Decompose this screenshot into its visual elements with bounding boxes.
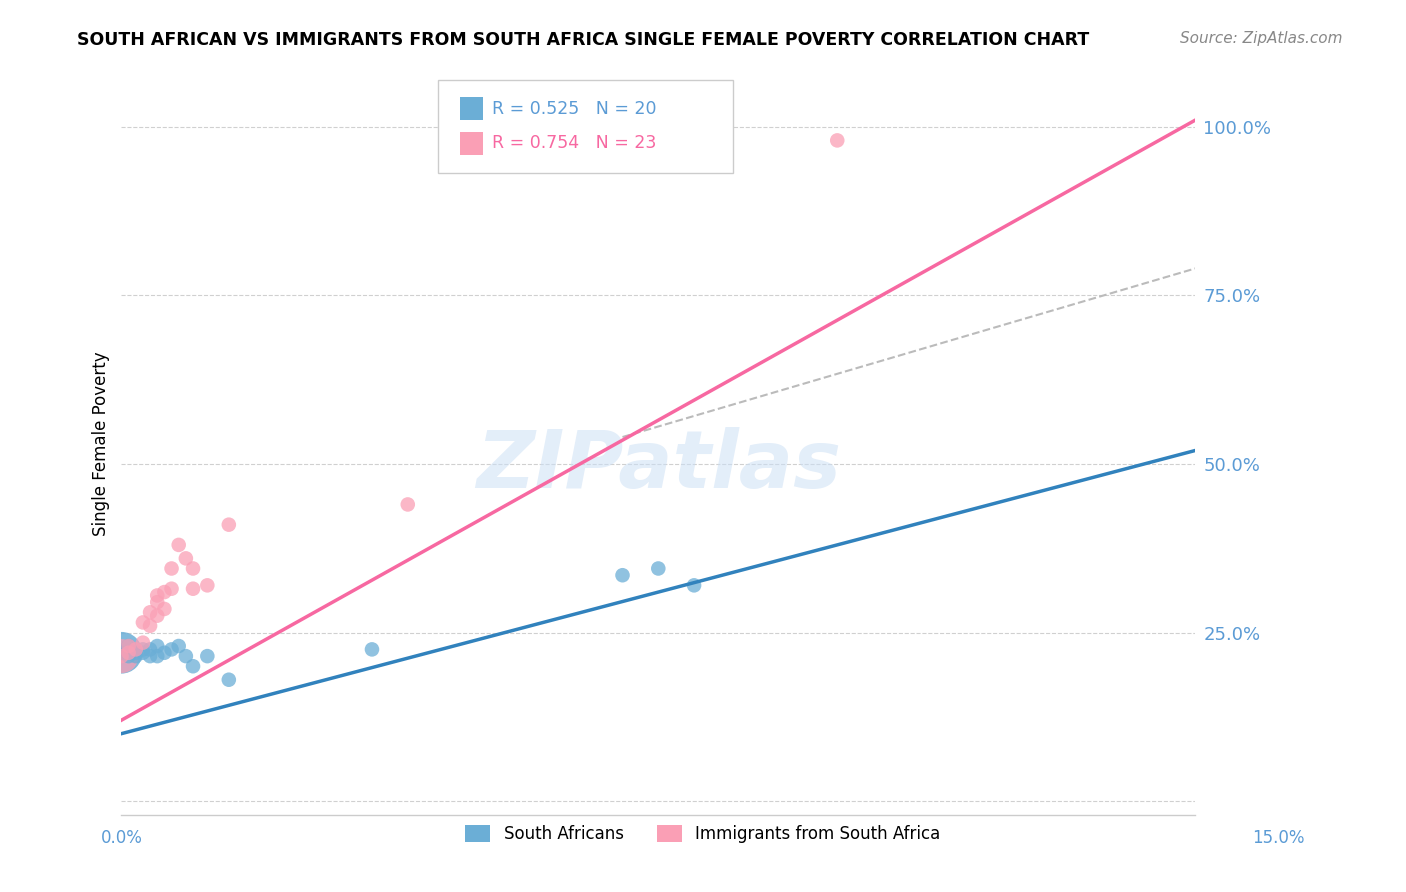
Point [125,646,148,660]
Point [153,646,176,660]
Point [160,561,183,575]
Point [110,646,132,660]
Point [146,595,169,609]
Point [139,619,162,633]
Point [683,578,706,592]
Point [174,551,197,566]
Point [153,602,176,616]
Text: 15.0%: 15.0% [1253,829,1305,847]
Point [181,582,204,596]
Point [825,133,848,147]
Point [110,649,132,664]
Point [167,639,190,653]
Point [181,561,204,575]
Point [139,642,162,657]
Point [160,582,183,596]
Point [117,646,139,660]
Point [153,585,176,599]
Point [125,642,148,657]
Point [139,605,162,619]
Point [110,646,132,660]
Point [146,589,169,603]
Point [117,649,139,664]
Point [195,649,218,664]
Point [647,561,669,575]
Point [117,639,139,653]
Legend: South Africans, Immigrants from South Africa: South Africans, Immigrants from South Af… [458,818,948,850]
Point [132,615,155,630]
Point [146,649,169,664]
Point [218,517,240,532]
FancyBboxPatch shape [439,80,734,173]
Text: 0.0%: 0.0% [101,829,143,847]
Text: SOUTH AFRICAN VS IMMIGRANTS FROM SOUTH AFRICA SINGLE FEMALE POVERTY CORRELATION : SOUTH AFRICAN VS IMMIGRANTS FROM SOUTH A… [77,31,1090,49]
Point [110,649,132,664]
Point [195,578,218,592]
Point [167,538,190,552]
Text: R = 0.754   N = 23: R = 0.754 N = 23 [492,135,657,153]
Text: R = 0.525   N = 20: R = 0.525 N = 20 [492,100,657,118]
Text: ZIPatlas: ZIPatlas [475,427,841,505]
Point [132,642,155,657]
Point [174,649,197,664]
Point [181,659,204,673]
FancyBboxPatch shape [460,97,484,120]
Point [612,568,634,582]
Point [146,639,169,653]
Point [396,498,419,512]
Point [146,608,169,623]
Point [160,642,183,657]
Point [117,639,139,653]
Point [125,649,148,664]
Point [132,646,155,660]
Y-axis label: Single Female Poverty: Single Female Poverty [93,351,110,536]
Point [361,642,384,657]
FancyBboxPatch shape [460,132,484,154]
Text: Source: ZipAtlas.com: Source: ZipAtlas.com [1180,31,1343,46]
Point [132,635,155,649]
Point [218,673,240,687]
Point [139,649,162,664]
